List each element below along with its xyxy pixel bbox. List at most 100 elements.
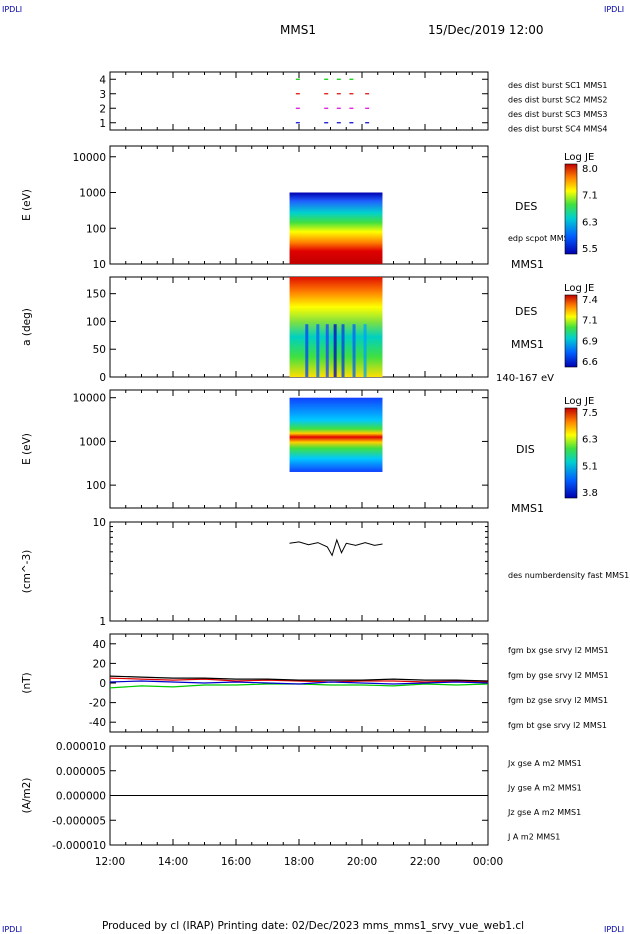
y-tick-label: 1000 — [79, 188, 106, 200]
y-tick-label: 20 — [93, 658, 106, 670]
y-axis-label: E (eV) — [21, 433, 33, 465]
colorbar — [564, 294, 578, 368]
y-tick-label: 1 — [99, 118, 106, 130]
page-title: MMS1 — [280, 23, 316, 37]
y-tick-label: 100 — [86, 480, 106, 492]
y-tick-label: 50 — [93, 344, 106, 356]
legend-label: Jy gse A m2 MMS1 — [507, 784, 582, 793]
y-axis-label: (cm^-3) — [21, 550, 33, 593]
series-line — [109, 675, 489, 682]
y-tick-label: 0.000000 — [56, 791, 106, 803]
legend-label: MMS1 — [511, 258, 544, 271]
y-tick-label: 1 — [99, 616, 106, 628]
panel-7: -0.000010 -0.000005 0.000000 0.000005 0.0000… — [21, 741, 582, 868]
x-tick-label: 22:00 — [410, 856, 440, 868]
panel-2: 10 100 1000 10000 E (eV) DES edp scpot MMS1 MMS… — [21, 145, 598, 271]
x-tick-label: 14:00 — [158, 856, 188, 868]
colorbar-tick-label: 6.3 — [582, 435, 598, 446]
corner-label-tl: IPDLI — [2, 5, 22, 14]
colorbar-title: Log JE — [564, 152, 594, 163]
y-tick-label: 0 — [99, 372, 106, 384]
colorbar-tick-label: 7.5 — [582, 408, 598, 419]
legend-label: MMS1 — [511, 502, 544, 515]
panel-frame — [109, 71, 489, 131]
legend-label: DES — [515, 200, 537, 213]
legend-label: fgm bx gse srvy l2 MMS1 — [508, 646, 609, 655]
y-tick-label: 10000 — [73, 152, 106, 164]
y-tick-label: 100 — [86, 223, 106, 235]
legend-label: fgm bz gse srvy l2 MMS1 — [508, 696, 608, 705]
corner-label-tr: IPDLI — [604, 5, 624, 14]
y-tick-label: 3 — [99, 89, 106, 101]
y-axis-label: E (eV) — [21, 189, 33, 221]
colorbar-tick-label: 5.1 — [582, 461, 598, 472]
spectrogram — [289, 397, 383, 472]
y-tick-label: 40 — [93, 639, 106, 651]
y-tick-label: 0.000005 — [56, 766, 106, 778]
y-axis-label: (A/m2) — [21, 778, 33, 814]
colorbar-tick-label: 6.3 — [582, 217, 598, 228]
footer-credit: Produced by cl (IRAP) Printing date: 02/… — [102, 920, 524, 932]
legend-label: J A m2 MMS1 — [507, 833, 560, 842]
legend-label: Jz gse A m2 MMS1 — [507, 808, 581, 817]
legend-label: DES — [515, 305, 537, 318]
legend-label: 140-167 eV — [496, 373, 554, 384]
panel-frame — [109, 521, 489, 622]
legend-label: des numberdensity fast MMS1 — [508, 571, 629, 580]
page-date: 15/Dec/2019 12:00 — [428, 23, 544, 37]
y-tick-label: 10 — [93, 517, 106, 529]
colorbar-title: Log JE — [564, 396, 594, 407]
x-tick-label: 20:00 — [347, 856, 377, 868]
y-axis-label: (nT) — [21, 672, 33, 693]
colorbar-tick-label: 6.6 — [582, 357, 598, 368]
corner-label-bl: IPDLI — [2, 925, 22, 934]
x-tick-label: 18:00 — [284, 856, 314, 868]
y-tick-label: 4 — [99, 74, 106, 86]
colorbar-title: Log JE — [564, 283, 594, 294]
series-line — [289, 538, 383, 557]
corner-label-br: IPDLI — [604, 925, 624, 934]
x-tick-label: 00:00 — [473, 856, 503, 868]
colorbar — [564, 163, 578, 255]
y-tick-label: 150 — [86, 289, 106, 301]
colorbar-tick-label: 3.8 — [582, 488, 598, 499]
panel-4: 100 1000 10000 E (eV) DIS MMS1 Log JE7.5 6.3 5.1… — [21, 389, 598, 515]
legend-label: Jx gse A m2 MMS1 — [507, 759, 582, 768]
colorbar-tick-label: 7.4 — [582, 295, 598, 306]
legend-label: MMS1 — [511, 338, 544, 351]
legend-label: edp scpot MMS1 — [508, 234, 574, 243]
colorbar-tick-label: 8.0 — [582, 164, 598, 175]
spectrogram-streak — [363, 324, 367, 377]
y-tick-label: 0 — [99, 678, 106, 690]
colorbar-tick-label: 7.1 — [582, 191, 598, 202]
legend-label: des dist burst SC3 MMS3 — [508, 110, 607, 119]
y-tick-label: -40 — [89, 717, 106, 729]
spectrogram — [289, 192, 383, 264]
spectrogram-streak — [341, 324, 345, 377]
legend-label: fgm bt gse srvy l2 MMS1 — [508, 721, 607, 730]
panel-6: -40 -20 0 20 40 (nT) fgm bx gse srvy l2 MMS1 fg… — [21, 633, 609, 733]
y-tick-label: -20 — [89, 698, 106, 710]
panel-1: 1 2 3 4 des dist burst SC1 MMS1 des dist burs… — [99, 71, 607, 134]
legend-label: fgm by gse srvy l2 MMS1 — [508, 671, 609, 680]
y-tick-label: 2 — [99, 103, 106, 115]
legend-label: des dist burst SC1 MMS1 — [508, 81, 607, 90]
legend-label: DIS — [516, 443, 535, 456]
y-tick-label: 10000 — [73, 393, 106, 405]
series-line — [109, 677, 489, 683]
y-tick-label: 10 — [93, 259, 106, 271]
y-tick-label: -0.000010 — [52, 840, 106, 852]
spectrogram-streak — [352, 324, 356, 377]
colorbar-tick-label: 6.9 — [582, 336, 598, 347]
y-tick-label: 0.000010 — [56, 741, 106, 753]
y-tick-label: 100 — [86, 316, 106, 328]
colorbar — [564, 407, 578, 499]
x-tick-label: 16:00 — [221, 856, 251, 868]
legend-label: des dist burst SC2 MMS2 — [508, 96, 607, 105]
spectrogram-streak — [316, 324, 320, 377]
spectrogram-streak — [305, 324, 309, 377]
y-tick-label: -0.000005 — [52, 815, 106, 827]
colorbar-tick-label: 5.5 — [582, 244, 598, 255]
